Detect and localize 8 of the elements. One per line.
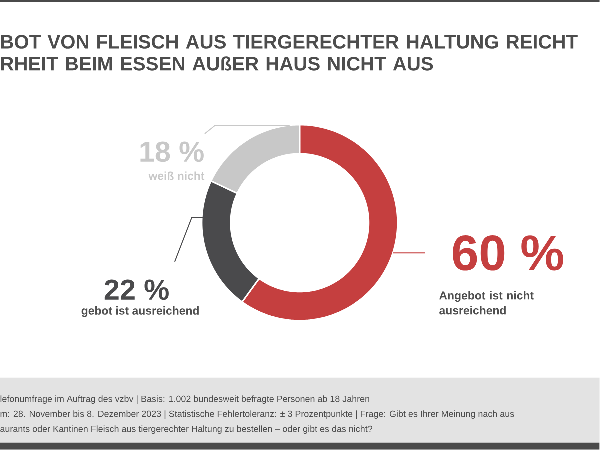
text: aurants oder Kantinen Fleisch aus tiergerechter Haltung zu bestellen – oder gibt es das nicht? xyxy=(0,426,373,434)
slice-label: gebot ist ausreichend xyxy=(82,306,199,318)
slice-label: Angebot ist nicht ausreichend xyxy=(440,291,534,315)
chart-title: BOT VON FLEISCH AUS TIERGERECHTER HALTUNG REICHT RHEIT BEIM ESSEN AUßER HAUS NICHT AUS xyxy=(2,35,578,71)
data-label: 60 % xyxy=(453,236,564,271)
text: m: 28. November bis 8. Dezember 2023 | Statistische Fehlertoleranz: ± 3 Prozentpunkte | Frage: Gibt es Ihrer Meinung nach aus xyxy=(0,410,514,420)
text: lefonumfrage im Auftrag des vzbv | Basis: 1.002 bundesweit befragte Personen ab 18 Jahren xyxy=(0,396,370,404)
data-label: 22 % xyxy=(104,280,169,300)
